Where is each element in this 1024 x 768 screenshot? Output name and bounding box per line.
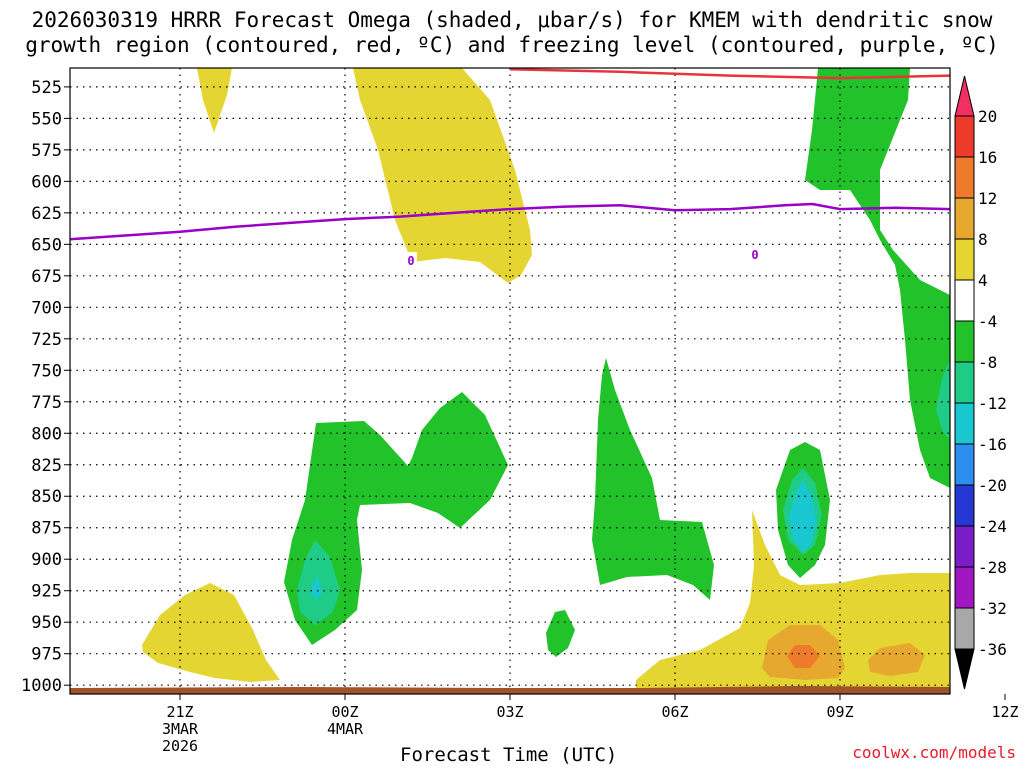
omega-positive-region-lower-left [142,583,280,682]
omega-negative-cyan-right-core [789,480,816,552]
plot-area: 0 0 [70,68,950,694]
y-tick-label-600: 600 [31,172,62,192]
colorbar-tick-label-1: 16 [978,148,997,167]
y-tick-label-850: 850 [31,487,62,507]
omega-positive-region-orange-right [868,643,925,676]
omega-negative-cyan-left-core [310,575,322,600]
x-tick-label-3-0: 06Z [661,703,688,721]
x-tick-label-1-0: 00Z [331,703,358,721]
ground-surface [70,686,950,694]
colorbar-swatch-13 [954,607,975,650]
grid [70,68,950,694]
y-tick-label-700: 700 [31,298,62,318]
omega-positive-region-lower-right [636,510,950,694]
x-tick-label-0-1: 3MAR [162,720,199,738]
freezing-level-label-1-text: 0 [407,254,414,268]
colorbar-tick-label-4: 4 [978,271,988,290]
colorbar-swatch-6 [954,320,975,363]
y-tick-label-725: 725 [31,330,62,350]
x-tick-label-0-2: 2026 [162,737,198,755]
colorbar: 20 16 12 8 4 -4 -8 -12 -16 -20 -24 -28 -32 -36 [954,75,1007,690]
colorbar-swatch-9 [954,443,975,486]
omega-negative-region-upper-right [805,68,950,488]
y-tick-label-650: 650 [31,235,62,255]
x-tick-label-4-0: 09Z [826,703,853,721]
colorbar-swatch-5 [954,279,975,322]
y-tick-label-1000: 1000 [21,676,62,696]
y-tick-label-625: 625 [31,204,62,224]
freezing-level-contour-line [70,202,950,241]
colorbar-swatch-12 [954,566,975,609]
omega-positive-region-upper [353,68,532,283]
colorbar-tick-label-0: 20 [978,107,997,126]
y-tick-label-525: 525 [31,78,62,98]
colorbar-bottom-arrow [954,648,975,690]
y-axis: 525 550 575 600 625 650 675 700 725 750 775 800 825 8… [21,78,70,696]
y-tick-label-575: 575 [31,141,62,161]
colorbar-swatch-3 [954,197,975,240]
x-axis-label: Forecast Time (UTC) [400,744,618,766]
freezing-level-label-1: 0 [405,252,417,268]
omega-shading [142,68,950,694]
colorbar-tick-label-7: -12 [978,394,1007,413]
omega-negative-region-center [592,358,714,600]
colorbar-tick-label-11: -28 [978,558,1007,577]
y-tick-label-925: 925 [31,582,62,602]
omega-positive-region-top-left [197,68,232,133]
x-tick-label-5-0: 12Z [991,703,1018,721]
y-tick-label-800: 800 [31,424,62,444]
colorbar-swatch-11 [954,525,975,568]
omega-positive-region-orange-core [787,645,820,668]
y-tick-label-875: 875 [31,519,62,539]
y-tick-label-775: 775 [31,393,62,413]
y-tick-label-950: 950 [31,613,62,633]
dendritic-growth-top-contour-line [509,68,950,80]
colorbar-tick-label-10: -24 [978,517,1007,536]
y-tick-label-750: 750 [31,361,62,381]
freezing-level-label-2-text: 0 [751,248,758,262]
y-tick-label-825: 825 [31,456,62,476]
x-tick-label-1-1: 4MAR [327,720,364,738]
omega-negative-region-small [546,610,575,657]
y-tick-label-975: 975 [31,645,62,665]
colorbar-tick-label-3: 8 [978,230,988,249]
omega-negative-region-left [284,392,508,645]
y-tick-label-675: 675 [31,267,62,287]
colorbar-swatch-1 [954,115,975,158]
colorbar-swatch-4 [954,238,975,281]
colorbar-tick-label-12: -32 [978,599,1007,618]
chart-title-line-1: 2026030319 HRRR Forecast Omega (shaded, … [31,8,993,32]
colorbar-tick-label-5: -4 [978,312,997,331]
credit-text: coolwx.com/models [852,743,1016,762]
y-tick-label-900: 900 [31,550,62,570]
x-tick-label-2-0: 03Z [496,703,523,721]
colorbar-tick-label-13: -36 [978,640,1007,659]
freezing-level-label-2: 0 [749,246,761,262]
colorbar-tick-label-6: -8 [978,353,997,372]
colorbar-swatch-2 [954,156,975,199]
chart-title-line-2: growth region (contoured, red, ºC) and f… [25,33,999,57]
x-tick-label-0-0: 21Z [166,703,193,721]
omega-negative-cyan-right-edge [936,360,950,440]
colorbar-tick-label-8: -16 [978,435,1007,454]
colorbar-top-arrow [954,75,975,117]
colorbar-swatch-7 [954,361,975,404]
colorbar-swatch-8 [954,402,975,445]
y-tick-label-550: 550 [31,109,62,129]
colorbar-tick-label-2: 12 [978,189,997,208]
colorbar-swatch-10 [954,484,975,527]
colorbar-tick-label-9: -20 [978,476,1007,495]
